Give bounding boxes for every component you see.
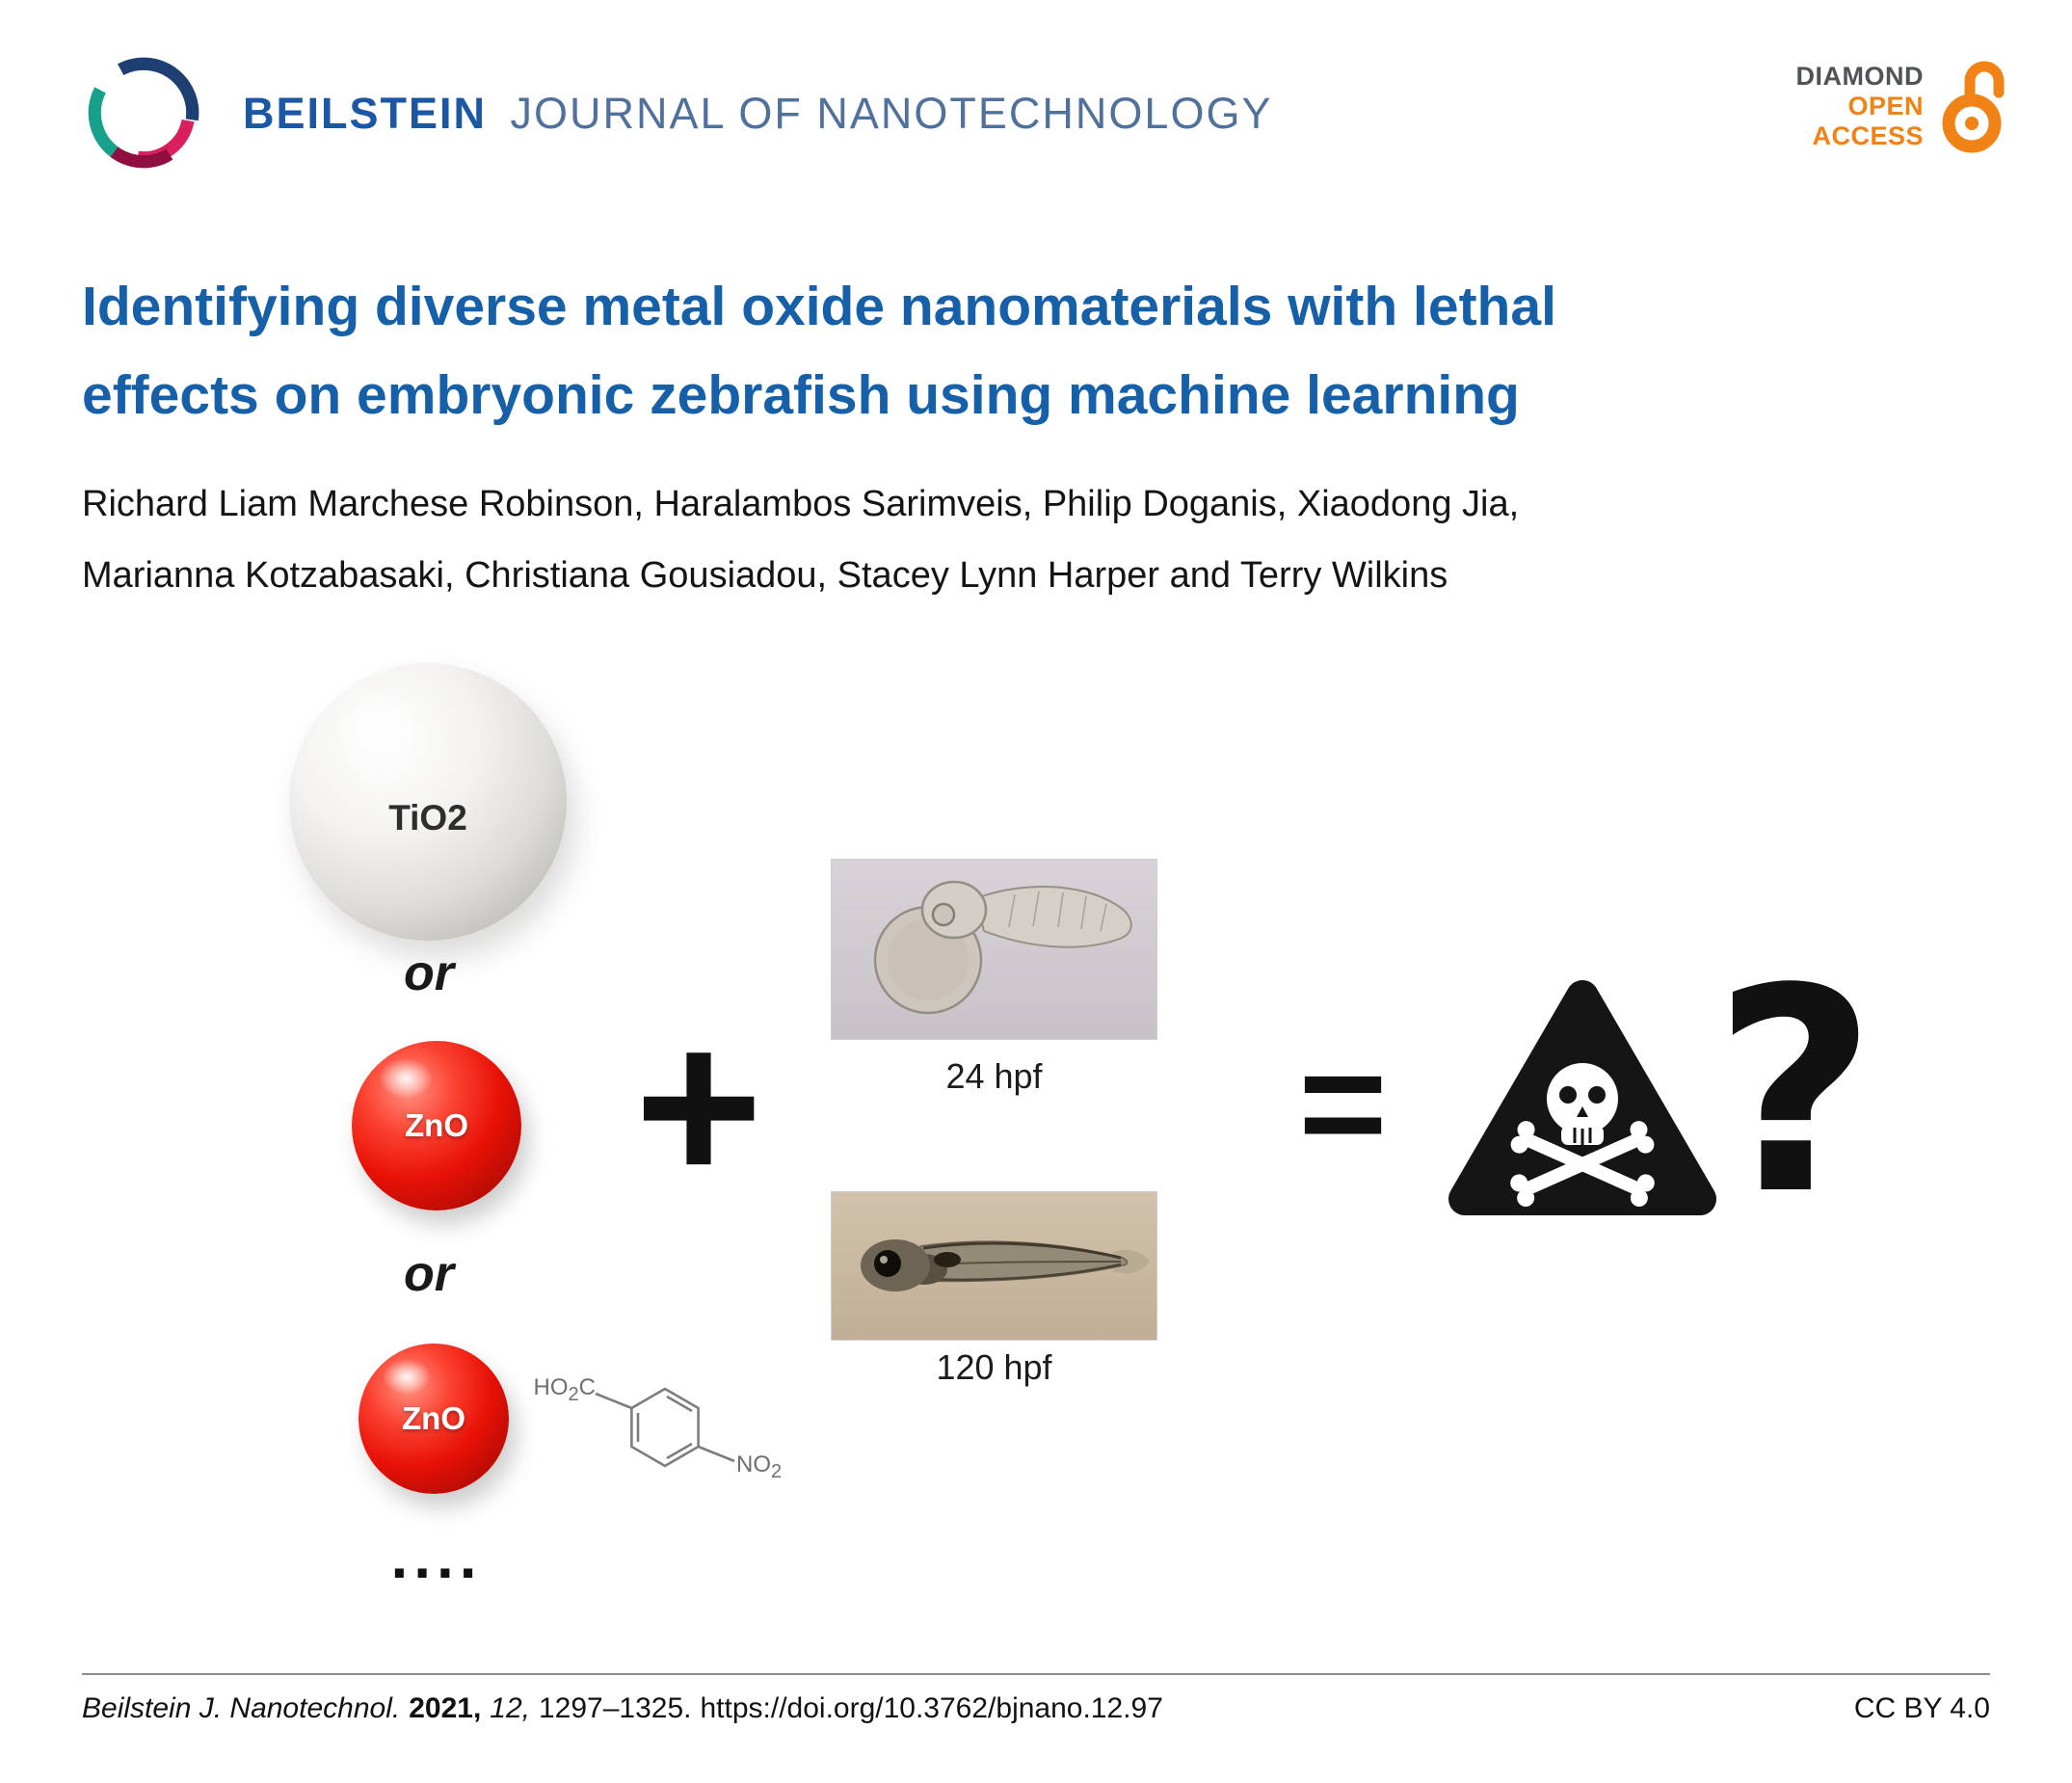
nanoparticle-sphere-zno-1: ZnO [352,1041,521,1211]
citation-journal: Beilstein J. Nanotechnol. [82,1692,401,1724]
citation-pages: 1297–1325. [539,1692,692,1724]
doi-link[interactable]: https://doi.org/10.3762/bjnano.12.97 [700,1692,1163,1724]
fish-label-120hpf: 120 hpf [936,1347,1052,1387]
chem-group-carboxyl: HO2C [533,1374,596,1405]
license-label: CC BY 4.0 [1853,1692,1990,1724]
journal-name: BEILSTEIN JOURNAL OF NANOTECHNOLOGY [243,87,1272,141]
footer: Beilstein J. Nanotechnol. 2021, 12, 1297–13… [82,1692,1990,1725]
sphere-label-tio2: TiO2 [388,798,467,838]
journal-name-rest: JOURNAL OF NANOTECHNOLOGY [510,89,1273,138]
skull-and-crossbones-icon [1448,980,1716,1215]
or-text-2: or [404,1246,454,1302]
benzene-ring-icon [595,1387,735,1468]
article-title: Identifying diverse metal oxide nanomate… [82,262,1971,439]
question-mark: ? [1713,928,1877,1256]
zebrafish-larva-photo-120hpf [832,1192,1156,1340]
citation-volume: 12, [490,1692,530,1724]
diamond-label: DIAMOND [1795,61,1924,91]
beilstein-swirl-icon [88,57,199,169]
zebrafish-embryo-photo-24hpf [832,860,1156,1039]
equals-sign: = [1298,1018,1388,1188]
chemical-structure-nitrobenzoic-acid: HO2C NO2 [520,1345,810,1514]
toxicity-warning-triangle [1434,964,1731,1226]
article-authors: Richard Liam Marchese Robinson, Haralamb… [82,468,1971,611]
open-label: OPEN [1847,91,1924,120]
beilstein-logo [79,48,208,177]
zebrafish-larva-icon [832,1192,1156,1340]
open-access-badge: DIAMOND OPEN ACCESS [1796,58,2015,154]
citation: Beilstein J. Nanotechnol. 2021, 12, 1297–13… [82,1692,1172,1725]
sphere-label-zno-2: ZnO [402,1400,465,1436]
citation-year: 2021, [409,1692,482,1724]
authors-line-2: Marianna Kotzabasaki, Christiana Gousiad… [82,555,1448,596]
journal-name-bold: BEILSTEIN [243,89,488,138]
article-title-line-1: Identifying diverse metal oxide nanomate… [82,276,1556,337]
authors-line-1: Richard Liam Marchese Robinson, Haralamb… [82,484,1520,524]
plus-sign: + [634,983,763,1229]
zebrafish-embryo-icon [832,860,1156,1039]
open-lock-icon [1937,58,2014,154]
footer-divider [82,1673,1990,1675]
sphere-label-zno-1: ZnO [405,1107,468,1143]
nanoparticle-sphere-zno-2: ZnO [359,1344,509,1494]
ellipsis-more-materials: .... [390,1522,483,1591]
nanoparticle-sphere-tio2: TiO2 [289,663,567,941]
fish-label-24hpf: 24 hpf [945,1056,1043,1096]
chem-group-nitro: NO2 [736,1451,783,1482]
or-text-1: or [404,945,454,1001]
article-title-line-2: effects on embryonic zebrafish using mac… [82,364,1520,426]
open-access-text: DIAMOND OPEN ACCESS [1796,62,1925,151]
access-label: ACCESS [1812,120,1924,150]
